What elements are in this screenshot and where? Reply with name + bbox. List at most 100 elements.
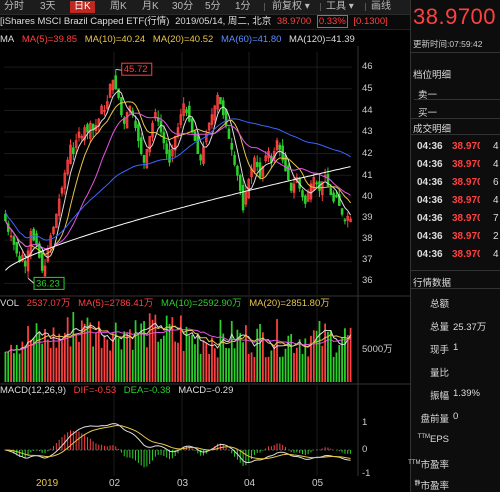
candle-body [326,173,330,187]
candle-body [264,155,267,162]
pe-ttm-label: TTM市盈率 [399,457,449,471]
candle-body [43,265,47,277]
candle-body [69,144,72,164]
candle-body [306,192,310,202]
trade-price: 38.970 [452,231,480,242]
candle-body [284,154,287,172]
tab-1min[interactable]: 1分 [235,1,251,12]
volume-bar [162,335,165,382]
draw-line-button[interactable]: 画线 [371,1,391,12]
trade-price: 38.970 [452,195,480,206]
last-lot-label: 现手 [429,345,449,356]
pe-static-text: 市盈率 [420,481,449,492]
volume-bar [131,349,134,382]
candle-body [188,105,191,122]
quote-side-panel [410,0,500,492]
volume-bar [52,327,55,382]
volume-bar [321,345,324,382]
volume-bar [160,338,162,382]
candle-body [343,219,347,222]
volume-bar [182,350,185,382]
volume-bar [307,356,310,382]
trade-volume: 6 [493,177,499,188]
volume-bar [329,330,332,382]
volume-bar [276,319,278,382]
volume-bar [86,317,89,382]
macd-value: MACD=-0.29 [178,385,234,396]
volume-bar [41,343,44,382]
pe-ttm-sup: TTM [408,459,421,466]
candle-body [168,149,171,163]
volume-bar [55,347,58,382]
time-tick: 2019 [36,478,59,489]
trade-time: 04:36 [417,195,443,206]
volume-bar [49,347,52,382]
volume-bar [174,341,177,382]
price-tick: 36 [362,275,373,286]
candle-body [60,187,64,194]
tools-dropdown[interactable]: 工具 ▾ [326,1,354,13]
tab-monthly-k[interactable]: 月K [142,1,159,12]
volume-bar [270,350,273,382]
volume-bar [35,323,38,382]
candle-body [196,134,200,155]
trade-volume: 4 [493,249,499,260]
tab-timeshare[interactable]: 分时 [4,1,24,12]
volume-bar [95,333,97,382]
candle-body [151,122,154,138]
volume-bar [256,328,259,382]
volume-bar [140,323,143,382]
ma-legend: MA MA(5)=39.85 MA(10)=40.24 MA(20)=40.52… [0,34,410,46]
volume-bar [75,334,78,382]
volume-bar [267,356,270,382]
tab-3day[interactable]: 3天 [40,1,56,12]
volume-bar [312,330,315,382]
amplitude-label: 振幅 [429,391,449,402]
trade-time: 04:36 [417,177,443,188]
volume-bar [341,338,343,382]
time-tick: 04 [244,478,256,489]
volume-bar [123,331,126,382]
volume-bar [262,332,264,382]
volume-bar [109,350,111,382]
volume-bar [199,353,202,382]
candle-body [278,144,282,150]
kline-chart[interactable]: 45.72 36.23 [0,0,410,478]
trade-time: 04:36 [417,231,443,242]
volume-bar [222,333,225,382]
volume-bar [346,335,349,382]
tab-daily-k[interactable]: 日K [70,1,95,13]
candle-body [142,155,146,163]
candle-body [154,112,157,119]
volume-bar [63,332,66,382]
tab-weekly-k[interactable]: 周K [110,1,127,12]
quote-info-bar: [iShares MSCI Brazil Capped ETF(行情) 2019… [0,15,410,30]
volume-bar [154,314,157,382]
candle-body [332,192,335,202]
candle-body [52,226,55,235]
volume-bar [168,323,171,382]
adjust-dropdown[interactable]: 前复权 ▾ [272,1,310,13]
volume-bar [171,317,174,382]
trade-volume: 4 [493,195,499,206]
update-time: 更新时间:07:59:42 [413,39,483,49]
volume-bar [239,333,242,382]
ma20-value: MA(20)=40.52 [152,34,214,45]
price-tick: 41 [362,170,373,181]
candle-body [349,218,352,223]
tab-5min[interactable]: 5分 [205,1,221,12]
candle-body [171,148,174,157]
volume-bar [114,322,117,382]
high-marker-line [115,68,122,71]
volume-label: 总量 [429,322,449,333]
volume-bar [15,344,18,382]
tab-30min[interactable]: 30分 [172,1,194,12]
trade-volume: 7 [493,213,499,224]
volume-bar [298,339,301,382]
volume-bar [324,323,326,382]
time-tick: 05 [312,478,324,489]
volume-bar [69,346,72,382]
candle-body [55,213,58,229]
volume-bar [278,356,281,382]
candle-body [253,157,256,173]
